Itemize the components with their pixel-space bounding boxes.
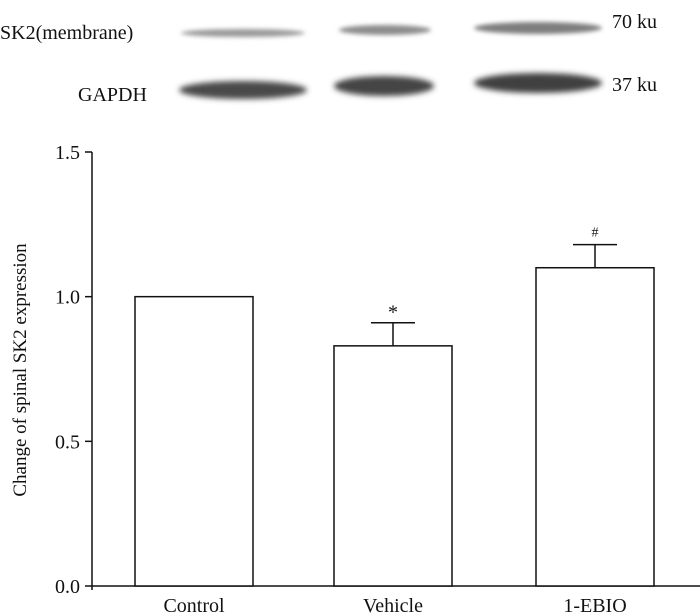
significance-mark-2: # [592, 226, 599, 241]
x-tick-label-0: Control [163, 595, 225, 616]
bar-1 [333, 345, 453, 587]
y-tick-label-3: 1.5 [55, 142, 80, 164]
x-tick-label-2: 1-EBIO [563, 595, 626, 616]
blot-size-sk2: 70 ku [612, 11, 657, 33]
bar-2 [535, 266, 655, 587]
bar-chart: Change of spinal SK2 expression 0.0 0.5 1.… [10, 142, 700, 616]
bars: *# [134, 226, 655, 587]
blot-band-sk2-1ebio [474, 22, 602, 34]
y-tick-label-2: 1.0 [55, 287, 80, 309]
blot-label-gapdh: GAPDH [78, 84, 147, 106]
y-tick-label-0: 0.0 [55, 576, 80, 598]
blot-band-sk2-vehicle [339, 25, 431, 35]
blot-row-sk2: SK2(membrane) 70 ku [0, 11, 657, 44]
y-axis-title: Change of spinal SK2 expression [10, 243, 31, 497]
x-tick-label-1: Vehicle [363, 595, 423, 616]
y-tick-label-1: 0.5 [55, 431, 80, 453]
significance-mark-1: * [388, 302, 398, 324]
blot-band-gapdh-control [179, 81, 307, 99]
blot-row-gapdh: GAPDH 37 ku [78, 73, 657, 106]
blot-size-gapdh: 37 ku [612, 74, 657, 96]
blot-label-sk2: SK2(membrane) [0, 22, 133, 44]
y-axis-ticks: 0.0 0.5 1.0 1.5 [55, 142, 92, 598]
x-axis-labels: Control Vehicle 1-EBIO [163, 595, 626, 616]
blot-band-sk2-control [181, 29, 305, 37]
western-blot-panel: SK2(membrane) 70 ku GAPDH 37 ku [0, 11, 657, 106]
blot-band-gapdh-1ebio [474, 73, 602, 93]
blot-band-gapdh-vehicle [334, 76, 434, 96]
bar-0 [134, 295, 254, 587]
